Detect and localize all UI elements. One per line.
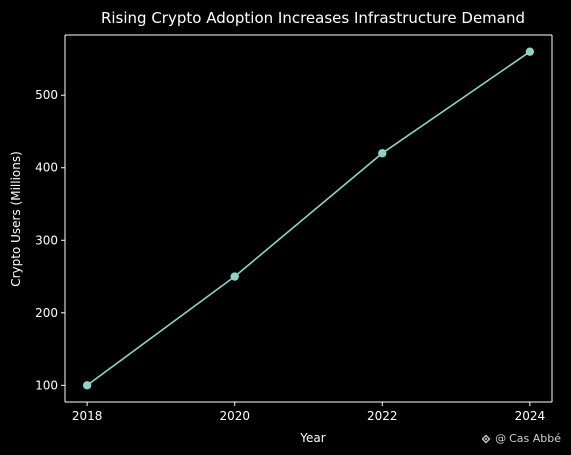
y-tick-label: 100 (35, 378, 58, 392)
y-axis-label: Crypto Users (Millions) (9, 151, 23, 287)
watermark-name: Cas Abbé (509, 432, 561, 445)
watermark-handle: @ (495, 432, 507, 445)
series-layer (82, 47, 535, 390)
x-tick-label: 2020 (219, 409, 250, 423)
watermark: @ Cas Abbé (480, 432, 561, 445)
data-point (378, 149, 387, 158)
y-tick-label: 500 (35, 88, 58, 102)
data-point (230, 272, 239, 281)
data-point (525, 47, 535, 56)
y-tick-label: 200 (35, 306, 58, 320)
chart-title: Rising Crypto Adoption Increases Infrast… (101, 9, 525, 27)
x-tick-label: 2018 (72, 409, 103, 423)
data-point (82, 381, 92, 390)
binance-diamond-icon (480, 433, 492, 445)
x-axis-label: Year (299, 431, 325, 445)
plot-area (64, 34, 553, 403)
y-tick-label: 300 (35, 233, 58, 247)
series-line (86, 51, 531, 386)
axis-ticks: 2018 2020 2022 2024 100 200 300 400 500 (35, 88, 545, 423)
y-tick-label: 400 (35, 161, 58, 175)
x-tick-label: 2022 (367, 409, 398, 423)
x-tick-label: 2024 (515, 409, 546, 423)
